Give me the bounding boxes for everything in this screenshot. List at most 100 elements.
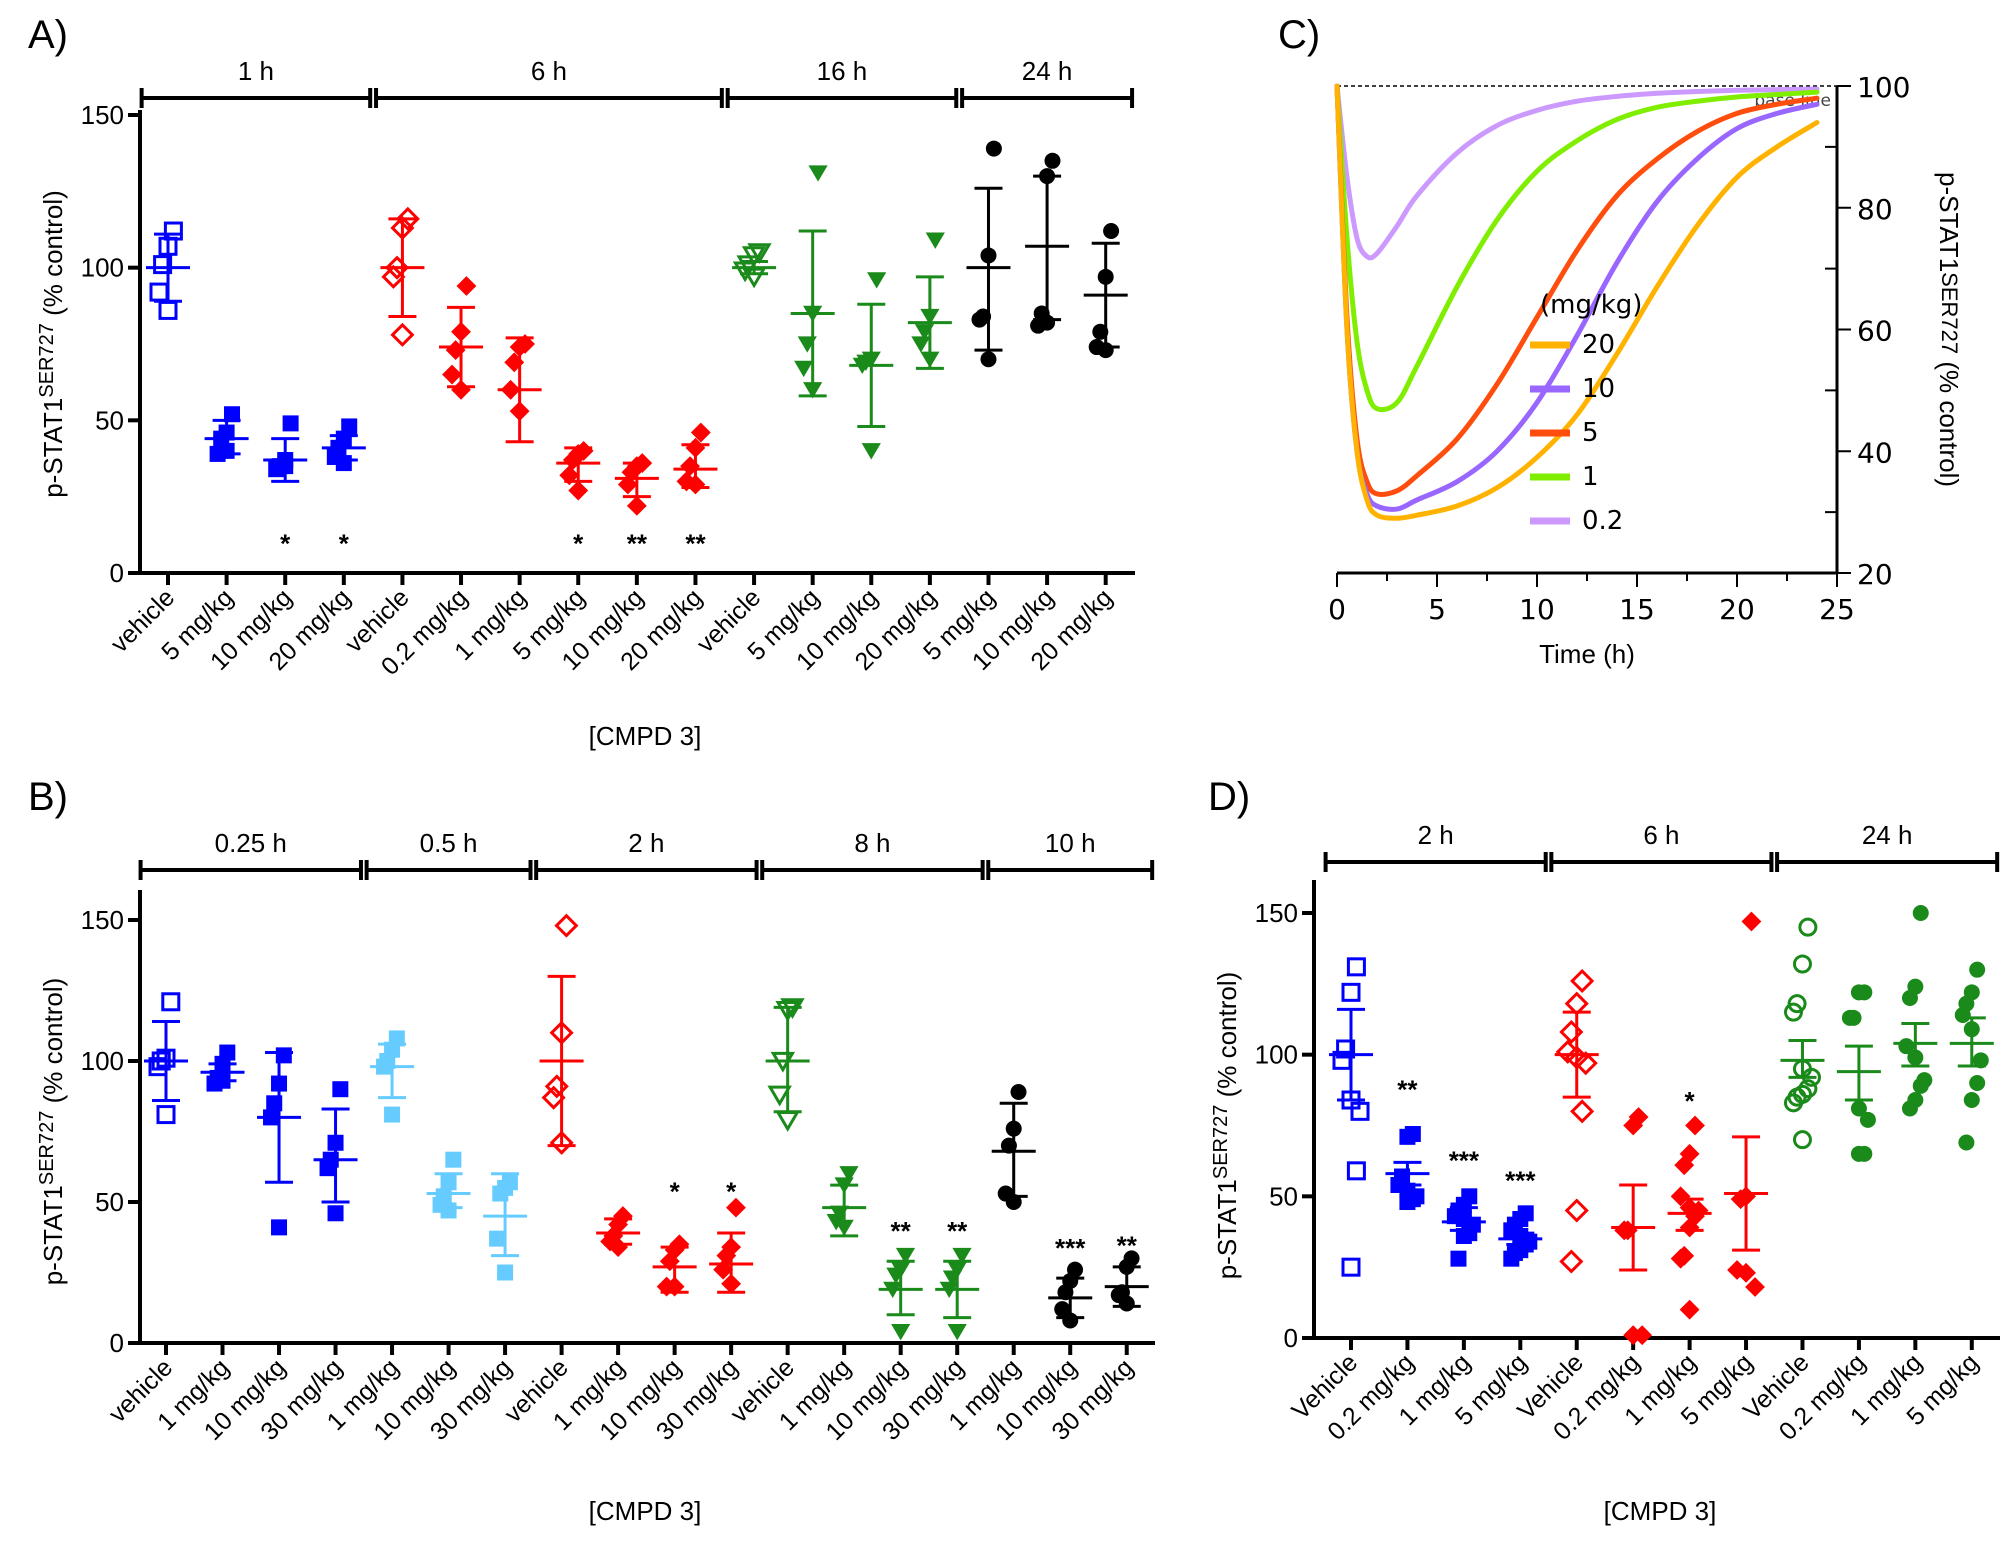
data-series <box>765 998 810 1132</box>
group-label: 6 h <box>1643 820 1679 850</box>
y-axis-label: p-STAT1SER727 (% control) <box>1210 972 1242 1280</box>
x-tick-label: 25 <box>1819 593 1855 626</box>
data-series <box>556 440 601 501</box>
data-point <box>947 1324 967 1341</box>
group-label: 2 h <box>1418 820 1454 850</box>
x-axis-title: [CMPD 3] <box>589 1496 702 1526</box>
data-series <box>1949 961 1994 1151</box>
x-tick-label: 20 <box>1719 593 1755 626</box>
y-tick-label: 150 <box>81 905 124 935</box>
data-point <box>690 422 711 443</box>
data-point <box>489 1230 506 1247</box>
data-point <box>985 140 1002 157</box>
data-point <box>319 1160 336 1177</box>
data-series <box>1780 917 1825 1150</box>
y-tick-label: 40 <box>1857 436 1893 469</box>
data-series <box>652 1234 697 1297</box>
data-point <box>554 913 579 938</box>
data-series <box>1441 1188 1486 1267</box>
data-point <box>1341 982 1361 1002</box>
y-axis-label-superscript: SER727 <box>1937 272 1962 354</box>
group-label: 0.5 h <box>420 828 478 858</box>
data-point <box>1054 1301 1071 1318</box>
data-point <box>1954 1007 1971 1023</box>
data-series <box>146 221 190 320</box>
data-series <box>1611 1107 1656 1346</box>
data-point <box>1341 1257 1361 1277</box>
data-series <box>596 1206 641 1258</box>
data-point <box>1912 1077 1929 1094</box>
data-point <box>1559 1249 1584 1274</box>
x-axis-title: Time (h) <box>1539 639 1635 669</box>
curve-0_2-mgkg <box>1334 83 1820 261</box>
y-axis-label: p-STAT1SER727 (% control) <box>1934 172 1964 487</box>
y-tick-label: 20 <box>1857 558 1893 591</box>
group-label: 24 h <box>1862 820 1913 850</box>
data-point <box>1958 1134 1975 1151</box>
y-tick-label: 50 <box>95 1187 124 1217</box>
data-point <box>1792 1130 1812 1150</box>
data-point <box>861 443 881 460</box>
data-point <box>1005 1194 1022 1210</box>
group-label: 2 h <box>628 828 664 858</box>
x-tick-label: 10 <box>1519 593 1555 626</box>
data-point <box>327 1205 344 1222</box>
legend-label: 10 <box>1582 374 1615 404</box>
y-tick-label: 100 <box>1857 71 1910 104</box>
y-axis-label-main: p-STAT1 <box>1934 172 1964 272</box>
data-point <box>1399 1194 1416 1210</box>
data-series <box>1724 911 1769 1297</box>
data-point <box>1614 1220 1635 1241</box>
data-series <box>439 276 484 400</box>
data-point <box>747 243 772 264</box>
data-point <box>1859 1111 1876 1128</box>
data-point <box>549 1130 574 1155</box>
data-point <box>1570 1099 1595 1124</box>
group-label: 8 h <box>854 828 890 858</box>
data-point <box>867 272 887 289</box>
data-series <box>732 243 777 289</box>
y-axis-label-tail: (% control) <box>38 190 68 323</box>
data-point <box>1685 1115 1705 1136</box>
y-tick-label: 60 <box>1857 315 1893 348</box>
data-series <box>849 272 894 460</box>
data-point <box>1969 1075 1986 1091</box>
data-point <box>1564 1198 1589 1223</box>
data-point <box>149 282 169 302</box>
group-label: 16 h <box>817 56 868 86</box>
data-point <box>282 415 299 432</box>
data-series <box>673 422 718 495</box>
significance-marker: ** <box>685 528 706 558</box>
panel-label-a: A) <box>28 13 68 57</box>
data-point <box>600 1231 621 1252</box>
data-point <box>451 379 471 400</box>
data-series <box>991 1084 1036 1210</box>
data-point <box>1455 1228 1472 1244</box>
data-series <box>483 1172 528 1281</box>
data-point <box>1901 990 1918 1006</box>
data-point <box>1044 152 1061 169</box>
data-point <box>445 340 466 361</box>
data-point <box>1972 1052 1989 1069</box>
significance-marker: * <box>1685 1086 1696 1116</box>
data-series <box>313 1081 358 1222</box>
panel-label-d: D) <box>1208 775 1250 819</box>
data-point <box>626 495 647 516</box>
x-tick-label: 15 <box>1619 593 1655 626</box>
x-tick-label: 5 <box>1428 593 1446 626</box>
data-point <box>980 351 997 368</box>
data-point <box>808 165 828 182</box>
data-point <box>891 1324 911 1341</box>
data-series <box>380 206 425 347</box>
data-series <box>200 1044 245 1092</box>
y-tick-label: 100 <box>81 1046 124 1076</box>
panel-label-b: B) <box>28 775 68 819</box>
data-series <box>822 1166 867 1238</box>
y-tick-label: 150 <box>81 100 124 130</box>
data-point <box>1798 917 1818 937</box>
data-point <box>767 1085 792 1107</box>
data-point <box>726 1197 746 1218</box>
